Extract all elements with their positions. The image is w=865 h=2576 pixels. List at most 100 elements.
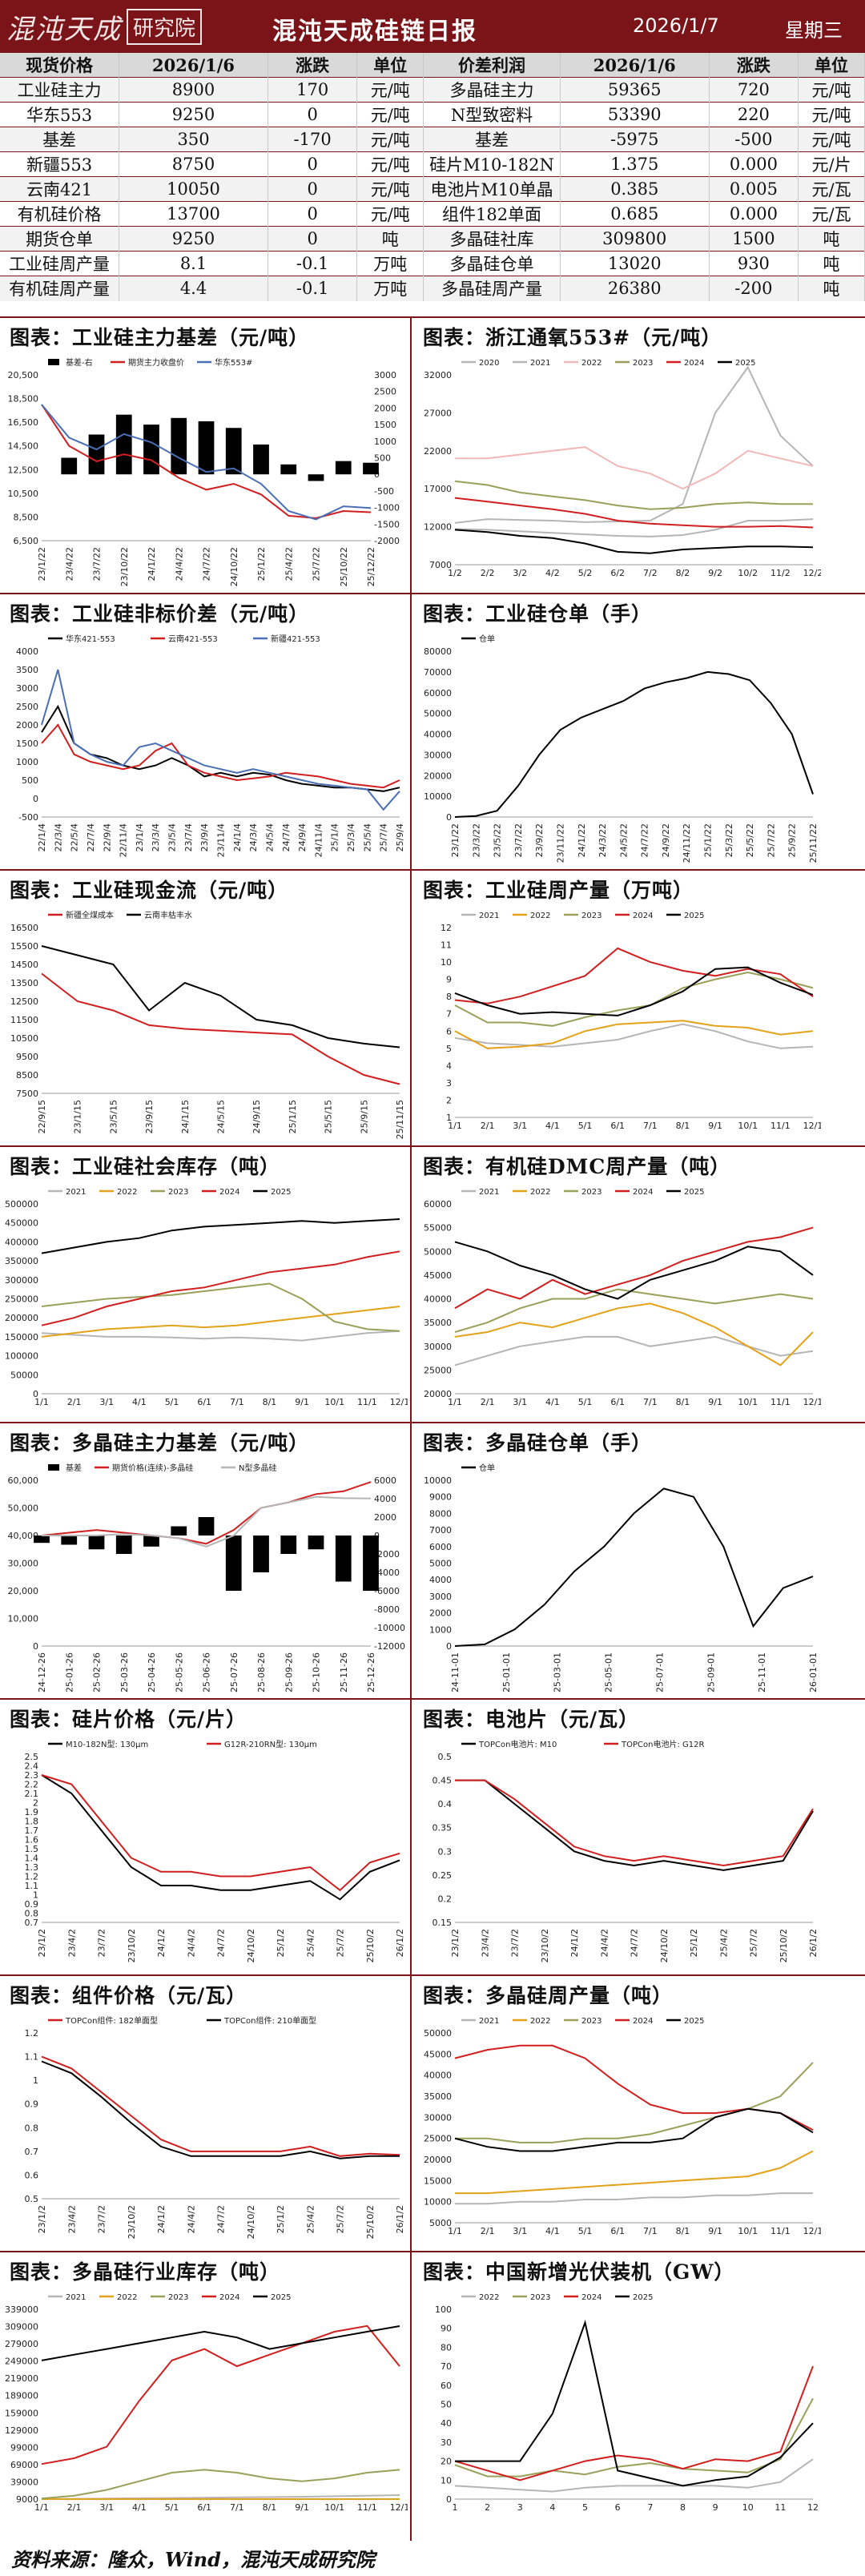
y-tick-label: 12,500 xyxy=(8,465,39,475)
x-tick-label: 4/1 xyxy=(545,1397,560,1407)
y-tick-label: 279000 xyxy=(5,2339,38,2349)
x-tick-label: 25/1/2 xyxy=(276,2205,286,2233)
y-tick-label: 0.15 xyxy=(432,1918,453,1928)
x-tick-label: 24/3/4 xyxy=(248,823,259,851)
x-tick-label: 12/1 xyxy=(803,2226,821,2236)
series-line xyxy=(454,2397,814,2477)
y-tick-label: 9000 xyxy=(16,2494,38,2505)
y-tick-label: 1.1 xyxy=(25,1881,39,1891)
x-tick-label: 23/9/15 xyxy=(144,1100,155,1133)
x-tick-label: 23/4/2 xyxy=(480,1929,490,1957)
legend-label: 华东553# xyxy=(215,357,252,368)
x-tick-label: 1/1 xyxy=(34,2502,49,2513)
x-tick-label: 25/10/2 xyxy=(365,1929,376,1962)
y-tick-label: 0.5 xyxy=(25,2194,39,2204)
legend-label: 2025 xyxy=(684,912,704,920)
y-tick-label: 20000 xyxy=(424,1389,452,1399)
x-tick-label: 23/4/2 xyxy=(66,2205,77,2233)
legend-label: 2022 xyxy=(530,2017,550,2026)
table-row: 有机硅价格 13700 0 元/吨 组件182单面 0.685 0.000 元/瓦 xyxy=(0,201,865,227)
y-tick-label: 3 xyxy=(446,1078,452,1089)
x-tick-label: 2025-08-26 xyxy=(256,1652,267,1693)
y-tick-label: 1000 xyxy=(429,1624,452,1635)
x-tick-label: 22/1/4 xyxy=(37,823,47,851)
y-tick-label: 90 xyxy=(441,2324,452,2334)
bar-mark xyxy=(363,462,379,475)
x-tick-label: 25/1/4 xyxy=(330,823,340,851)
table-header-cell: 涨跌 xyxy=(709,53,799,78)
x-tick-label: 25/10/2 xyxy=(778,1929,789,1962)
x-tick-label: 9/1 xyxy=(708,1121,722,1131)
x-tick-label: 23/1/4 xyxy=(135,823,145,851)
x-tick-label: 10/1 xyxy=(738,1121,758,1131)
x-tick-label: 1 xyxy=(453,2502,458,2513)
chart-c15: 9000 39000 69000 99000 129000 159000 189000 219… xyxy=(3,2285,408,2522)
series-line xyxy=(454,947,814,1004)
table-cell: 吨 xyxy=(798,251,865,276)
y-tick-label: 30000 xyxy=(424,2112,452,2123)
y-tick-label: 0.9 xyxy=(25,1899,39,1910)
chart-svg-c13: 0.5 0.6 0.7 0.8 0.9 1 1.1 1.2 23/1/2 23/4/2 23/7/2… xyxy=(25,2015,406,2239)
x-tick-label: 2/1 xyxy=(481,1121,495,1131)
y-tick-label: 0 xyxy=(33,1389,38,1399)
x-tick-label: 23/10/2 xyxy=(127,1929,137,1962)
x-tick-label: 24/7/2 xyxy=(630,1929,640,1957)
chart-title-c1: 图表：工业硅主力基差（元/吨） xyxy=(10,326,310,349)
table-row: 云南421 10050 0 元/吨 电池片M10单晶 0.385 0.005 元/瓦 xyxy=(0,176,865,202)
bar-mark xyxy=(171,1526,187,1536)
x-tick-label: 25/3/4 xyxy=(346,823,356,851)
legend-label: 期货主力收盘价 xyxy=(128,357,184,368)
x-tick-label: 7/1 xyxy=(643,2226,658,2236)
x-tick-label: 2/1 xyxy=(481,1397,495,1407)
y2-tick-label: -500 xyxy=(374,486,394,497)
table-header-row: 现货价格 2026/1/6 涨跌 单位 价差利润 2026/1/6 涨跌 单位 xyxy=(0,53,865,78)
x-tick-label: 2025-01-26 xyxy=(64,1652,74,1693)
bar-mark xyxy=(280,464,297,475)
x-tick-label: 23/9/4 xyxy=(199,823,210,851)
x-tick-label: 7/1 xyxy=(643,1121,658,1131)
table-header-cell: 单位 xyxy=(798,53,865,78)
table-cell: 万吨 xyxy=(356,251,424,276)
y-tick-label: 0.2 xyxy=(438,1894,453,1904)
x-tick-label: 23/1/22 xyxy=(450,823,461,857)
x-tick-label: 6/1 xyxy=(197,1397,211,1407)
table-cell: 元/吨 xyxy=(356,127,424,152)
y-tick-label: 7000 xyxy=(429,560,452,570)
x-tick-label: 1/1 xyxy=(448,2226,462,2236)
legend-label: 2022 xyxy=(581,359,601,368)
logo-box-text: 研究院 xyxy=(127,8,203,45)
y-tick-label: 12000 xyxy=(424,522,452,533)
y-tick-label: 249000 xyxy=(5,2357,38,2367)
y-tick-label: 55000 xyxy=(424,1223,452,1234)
x-tick-label: 5/1 xyxy=(578,1397,593,1407)
series-line xyxy=(454,1302,814,1366)
y-tick-label: 10000 xyxy=(424,791,452,802)
series-line xyxy=(41,1218,400,1254)
y-tick-label: 1000 xyxy=(16,757,38,767)
y-tick-label: 6 xyxy=(446,1026,452,1036)
y-tick-label: 13500 xyxy=(10,978,38,988)
chart-svg-c9: 0 10,000 20,000 30,000 40,000 50,000 60,000 -12… xyxy=(8,1463,405,1693)
x-tick-label: 2025-05-01 xyxy=(604,1652,614,1693)
bar-mark xyxy=(143,425,159,475)
chart-c14: 5000 10000 15000 20000 25000 30000 35000 40000 4… xyxy=(416,2009,821,2245)
x-tick-label: 24/1/22 xyxy=(147,547,157,581)
x-tick-label: 25/12/22 xyxy=(366,547,376,586)
table-cell: 0.005 xyxy=(709,176,799,202)
table-cell: 0.385 xyxy=(560,176,710,202)
legend-label: 2021 xyxy=(479,2017,499,2026)
x-tick-label: 23/7/2 xyxy=(97,2205,107,2233)
y-tick-label: 1.1 xyxy=(25,2052,39,2063)
y2-tick-label: -10000 xyxy=(374,1623,405,1633)
y-tick-label: 70000 xyxy=(424,667,452,678)
chart-c11: 0.7 0.8 0.9 1 1.1 1.2 1.3 1.4 1.5 1.6 1.7 1.8 1.9 2 2.… xyxy=(3,1733,408,1969)
x-tick-label: 23/10/2 xyxy=(540,1929,550,1962)
x-tick-label: 25/1/2 xyxy=(689,1929,699,1957)
legend-label: 2023 xyxy=(581,912,601,920)
x-tick-label: 1/1 xyxy=(448,1397,462,1407)
y-tick-label: 10,000 xyxy=(8,1614,39,1624)
legend-label: 2025 xyxy=(684,1188,704,1197)
x-tick-label: 9/1 xyxy=(708,1397,722,1407)
bar-mark xyxy=(225,428,242,475)
series-line xyxy=(454,1226,814,1310)
